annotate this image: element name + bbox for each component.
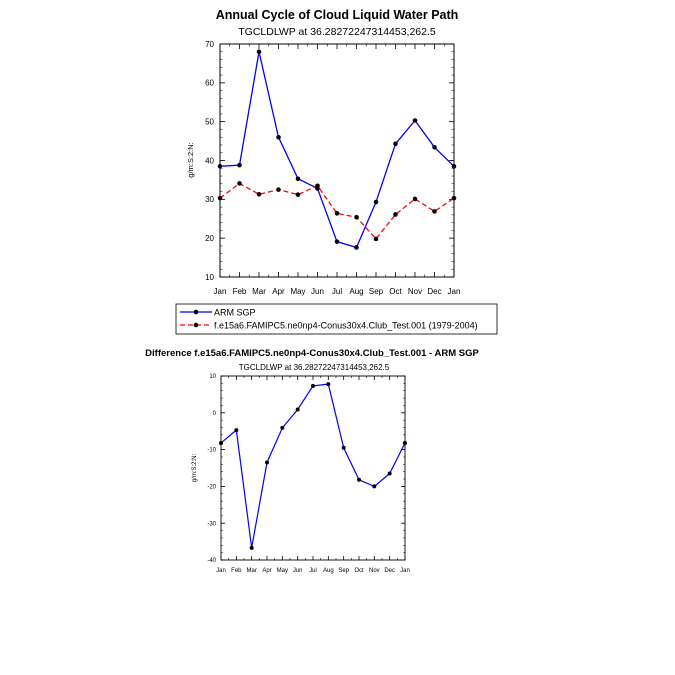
y-tick-label: 0 bbox=[213, 411, 217, 417]
data-point bbox=[354, 245, 359, 250]
y-tick-label: -20 bbox=[207, 485, 216, 491]
x-tick-label: Aug bbox=[323, 568, 334, 574]
x-tick-label: Jul bbox=[332, 287, 342, 296]
data-point bbox=[276, 134, 281, 140]
x-tick-label: Jun bbox=[311, 287, 324, 296]
data-point bbox=[311, 383, 315, 388]
data-point bbox=[432, 209, 437, 214]
difference-y-axis-label: g/m:S:2:N: bbox=[192, 453, 198, 482]
y-tick-label: -10 bbox=[207, 448, 216, 454]
series-group bbox=[217, 49, 457, 250]
x-tick-label: Jun bbox=[293, 568, 303, 574]
x-tick-label: Apr bbox=[262, 568, 271, 574]
x-tick-label: Mar bbox=[246, 568, 256, 574]
legend-label-arm-sgp: ARM SGP bbox=[214, 308, 256, 318]
x-tick-label: Apr bbox=[272, 287, 285, 296]
y-tick-label: 20 bbox=[205, 234, 214, 243]
plot-frame bbox=[219, 43, 455, 278]
data-point bbox=[341, 445, 346, 450]
data-point bbox=[315, 183, 320, 189]
y-tick-label: 30 bbox=[205, 195, 214, 204]
x-tick-label: Oct bbox=[354, 568, 364, 574]
y-tick-label: -30 bbox=[207, 521, 216, 527]
x-tick-labels: Jan Feb Mar Apr May Jun Jul Aug Sep Oct Nov Dec Jan bbox=[216, 568, 410, 574]
y-tick-label: 10 bbox=[209, 374, 216, 380]
x-tick-label: May bbox=[290, 287, 305, 296]
data-point bbox=[326, 382, 331, 387]
y-tick-label: 60 bbox=[205, 79, 214, 88]
annual-cycle-chart: Annual Cycle of Cloud Liquid Water Path … bbox=[186, 8, 460, 296]
legend-box bbox=[175, 303, 498, 335]
x-tick-label: Jan bbox=[448, 287, 461, 296]
y-tick-labels: 10 20 30 40 50 60 70 bbox=[205, 40, 214, 282]
y-axis-label: g/m:S:2:N: bbox=[186, 142, 195, 177]
x-tick-label: Mar bbox=[252, 287, 266, 296]
data-point bbox=[373, 236, 379, 242]
data-point bbox=[234, 428, 239, 433]
x-tick-label: Oct bbox=[389, 287, 402, 296]
data-point bbox=[412, 118, 418, 123]
data-point bbox=[393, 141, 398, 147]
data-point bbox=[373, 199, 379, 205]
data-point bbox=[237, 181, 242, 186]
y-tick-label: 10 bbox=[205, 273, 214, 282]
legend: ARM SGP f.e15a6.FAMIPC5.ne0np4-Conus30x4… bbox=[175, 303, 498, 335]
data-point bbox=[256, 191, 262, 197]
data-point bbox=[276, 187, 281, 192]
x-tick-labels: Jan Feb Mar Apr May Jun Jul Aug Sep Oct Nov Dec Jan bbox=[214, 287, 461, 296]
data-point bbox=[295, 192, 301, 197]
x-tick-label: Dec bbox=[427, 287, 441, 296]
x-tick-label: Nov bbox=[369, 568, 380, 574]
data-point bbox=[334, 239, 340, 244]
legend-label-model: f.e15a6.FAMIPC5.ne0np4-Conus30x4.Club_Te… bbox=[214, 321, 478, 331]
tick-group bbox=[220, 375, 406, 561]
x-tick-label: May bbox=[277, 568, 288, 574]
data-point bbox=[357, 477, 361, 482]
data-point bbox=[372, 484, 377, 489]
x-tick-label: Nov bbox=[408, 287, 422, 296]
data-point bbox=[354, 214, 359, 220]
x-tick-label: Jul bbox=[309, 568, 317, 574]
difference-subtitle: TGCLDLWP at 36.28272247314453,262.5 bbox=[239, 363, 390, 372]
x-tick-label: Feb bbox=[233, 287, 247, 296]
difference-plot-frame bbox=[220, 375, 406, 561]
data-point bbox=[237, 162, 242, 168]
data-point bbox=[334, 211, 340, 216]
x-tick-label: Jan bbox=[400, 568, 410, 574]
x-tick-label: Feb bbox=[231, 568, 242, 574]
x-tick-label: Jan bbox=[214, 287, 227, 296]
legend-marker-model bbox=[193, 322, 199, 328]
x-tick-label: Sep bbox=[369, 287, 384, 296]
chart-title: Annual Cycle of Cloud Liquid Water Path bbox=[216, 8, 459, 22]
y-tick-label: 50 bbox=[205, 117, 214, 126]
data-point bbox=[265, 460, 269, 465]
difference-chart: Difference f.e15a6.FAMIPC5.ne0np4-Conus3… bbox=[145, 348, 479, 574]
y-tick-label: 70 bbox=[205, 40, 214, 49]
x-tick-label: Dec bbox=[384, 568, 395, 574]
y-tick-label: 40 bbox=[205, 156, 214, 165]
data-point bbox=[295, 407, 300, 412]
chart-subtitle: TGCLDLWP at 36.28272247314453,262.5 bbox=[238, 26, 436, 38]
y-tick-labels: -40 -30 -20 -10 0 10 bbox=[207, 374, 216, 564]
data-point bbox=[256, 49, 262, 55]
series-line-0 bbox=[220, 383, 406, 548]
x-tick-label: Sep bbox=[338, 568, 349, 574]
x-tick-label: Jan bbox=[216, 568, 226, 574]
data-point bbox=[412, 196, 418, 202]
difference-title: Difference f.e15a6.FAMIPC5.ne0np4-Conus3… bbox=[145, 348, 479, 359]
series-group bbox=[219, 382, 407, 550]
series-line-0 bbox=[219, 51, 455, 249]
x-tick-label: Aug bbox=[349, 287, 363, 296]
data-point bbox=[249, 545, 254, 550]
data-point bbox=[432, 144, 437, 150]
data-point bbox=[393, 212, 398, 217]
y-tick-label: -40 bbox=[207, 558, 216, 564]
data-point bbox=[387, 471, 392, 476]
data-point bbox=[295, 176, 301, 182]
legend-marker-arm-sgp bbox=[193, 309, 199, 315]
data-point bbox=[280, 425, 285, 430]
